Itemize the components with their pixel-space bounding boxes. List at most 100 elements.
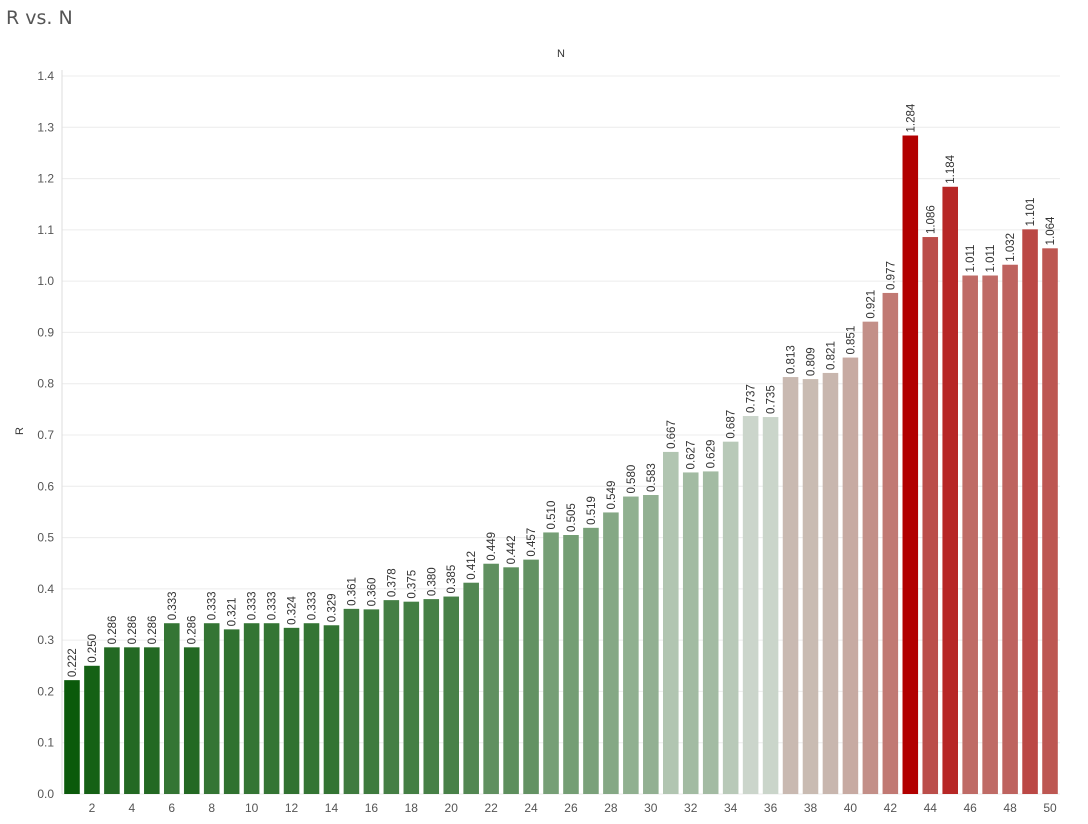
data-label: 0.333 bbox=[267, 591, 279, 620]
bar[interactable] bbox=[483, 563, 499, 794]
y-tick-label: 0.7 bbox=[37, 428, 54, 442]
bar[interactable] bbox=[643, 495, 659, 794]
data-label: 0.378 bbox=[386, 568, 398, 597]
bar[interactable] bbox=[363, 609, 380, 794]
bar[interactable] bbox=[303, 623, 320, 794]
bar[interactable] bbox=[563, 535, 579, 794]
x-tick-label: 14 bbox=[325, 801, 339, 815]
x-tick-label: 26 bbox=[564, 801, 578, 815]
data-label: 0.977 bbox=[885, 261, 897, 290]
x-axis-ticks: 2 4 6 8 10 12 14 16 18 20 22 24 26 28 30 32 34 36 38 40 42 44… bbox=[89, 801, 1057, 815]
data-label: 1.011 bbox=[985, 245, 997, 273]
bar[interactable] bbox=[922, 237, 939, 795]
bar[interactable] bbox=[383, 600, 400, 794]
x-tick-label: 16 bbox=[365, 801, 379, 815]
data-label: 0.329 bbox=[326, 593, 338, 622]
data-label: 0.457 bbox=[526, 528, 538, 557]
bar[interactable] bbox=[882, 292, 899, 794]
bar[interactable] bbox=[403, 601, 420, 794]
y-tick-label: 0.8 bbox=[37, 377, 54, 391]
x-tick-label: 22 bbox=[484, 801, 498, 815]
bar[interactable] bbox=[343, 608, 360, 794]
bar[interactable] bbox=[163, 623, 180, 794]
data-label: 0.222 bbox=[67, 648, 79, 677]
y-tick-label: 1.4 bbox=[37, 69, 54, 83]
bar[interactable] bbox=[902, 135, 919, 794]
bar[interactable] bbox=[603, 512, 619, 794]
bar[interactable] bbox=[1002, 264, 1018, 794]
data-label: 0.519 bbox=[586, 496, 598, 525]
bars bbox=[64, 135, 1058, 795]
x-tick-label: 42 bbox=[884, 801, 898, 815]
bar[interactable] bbox=[144, 647, 160, 794]
bar[interactable] bbox=[463, 582, 479, 794]
data-label: 0.821 bbox=[825, 341, 837, 370]
bar[interactable] bbox=[862, 321, 879, 794]
x-tick-label: 36 bbox=[764, 801, 778, 815]
bar[interactable] bbox=[583, 527, 599, 794]
x-tick-label: 6 bbox=[168, 801, 175, 815]
data-label: 0.385 bbox=[446, 565, 458, 594]
data-label: 0.361 bbox=[346, 577, 358, 606]
data-label: 0.510 bbox=[546, 501, 558, 530]
bar[interactable] bbox=[183, 647, 200, 794]
data-label: 0.580 bbox=[626, 465, 638, 494]
data-label: 0.324 bbox=[287, 595, 299, 624]
bar[interactable] bbox=[283, 627, 300, 794]
x-tick-label: 30 bbox=[644, 801, 658, 815]
bar[interactable] bbox=[203, 623, 220, 794]
y-tick-label: 0.9 bbox=[37, 325, 54, 339]
bar[interactable] bbox=[64, 680, 80, 794]
bar[interactable] bbox=[802, 379, 819, 794]
data-label: 1.184 bbox=[945, 154, 957, 183]
bar[interactable] bbox=[842, 357, 859, 794]
data-label: 0.505 bbox=[566, 503, 578, 532]
x-tick-label: 4 bbox=[129, 801, 136, 815]
bar[interactable] bbox=[722, 441, 739, 794]
x-tick-label: 10 bbox=[245, 801, 259, 815]
bar[interactable] bbox=[543, 532, 559, 794]
x-tick-label: 18 bbox=[405, 801, 419, 815]
chart-title: R vs. N bbox=[6, 7, 73, 29]
data-label: 0.360 bbox=[366, 578, 378, 607]
bar[interactable] bbox=[263, 623, 280, 794]
bar[interactable] bbox=[702, 471, 719, 794]
x-tick-label: 20 bbox=[445, 801, 459, 815]
bar[interactable] bbox=[942, 186, 959, 794]
data-label: 0.813 bbox=[786, 345, 798, 374]
data-label: 0.627 bbox=[686, 441, 698, 470]
gridlines bbox=[61, 70, 1060, 795]
bar[interactable] bbox=[84, 665, 100, 794]
bar[interactable] bbox=[443, 596, 460, 794]
bar[interactable] bbox=[682, 472, 699, 794]
y-tick-label: 0.1 bbox=[37, 736, 54, 750]
bar[interactable] bbox=[662, 451, 679, 794]
bar[interactable] bbox=[523, 559, 539, 794]
y-tick-label: 0.4 bbox=[37, 582, 54, 596]
bar[interactable] bbox=[1022, 229, 1038, 794]
bar[interactable] bbox=[782, 377, 799, 794]
x-tick-label: 48 bbox=[1003, 801, 1017, 815]
data-label: 0.250 bbox=[87, 634, 99, 663]
bar[interactable] bbox=[104, 647, 120, 794]
bar[interactable] bbox=[243, 623, 260, 794]
bar[interactable] bbox=[423, 599, 440, 794]
y-tick-label: 1.3 bbox=[37, 120, 54, 134]
bar[interactable] bbox=[323, 625, 340, 794]
bar[interactable] bbox=[623, 496, 639, 794]
data-label: 1.064 bbox=[1045, 216, 1057, 245]
data-label: 0.286 bbox=[147, 616, 159, 645]
bar[interactable] bbox=[742, 416, 759, 794]
y-tick-label: 0.3 bbox=[37, 633, 54, 647]
bar[interactable] bbox=[223, 629, 240, 794]
bar[interactable] bbox=[1042, 248, 1058, 794]
data-label: 0.286 bbox=[127, 616, 139, 645]
data-label: 0.737 bbox=[746, 384, 758, 413]
bar[interactable] bbox=[762, 417, 779, 794]
bar[interactable] bbox=[822, 372, 839, 794]
bar[interactable] bbox=[124, 647, 140, 794]
bar[interactable] bbox=[503, 567, 519, 794]
data-label: 1.086 bbox=[925, 205, 937, 234]
bar[interactable] bbox=[962, 275, 978, 794]
bar[interactable] bbox=[982, 275, 998, 794]
